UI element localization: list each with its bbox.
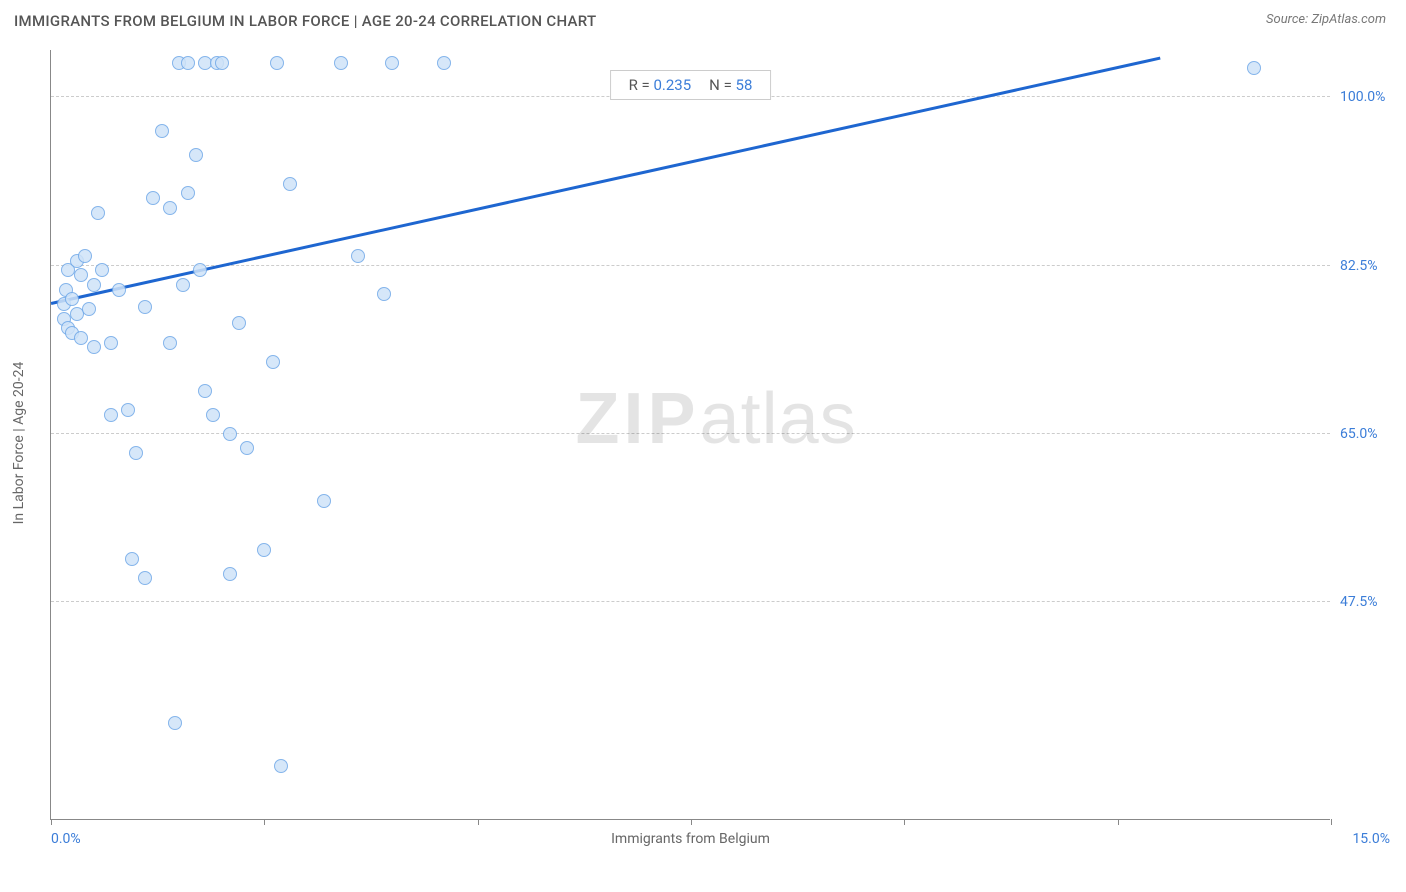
data-point (193, 263, 207, 277)
data-point (82, 302, 96, 316)
data-point (181, 56, 195, 70)
y-tick-label: 65.0% (1340, 426, 1400, 442)
data-point (125, 552, 139, 566)
x-tick (1118, 819, 1119, 825)
x-tick (1331, 819, 1332, 825)
gridline-horizontal (51, 433, 1330, 434)
data-point (385, 56, 399, 70)
data-point (223, 427, 237, 441)
watermark-bold: ZIP (576, 379, 700, 459)
data-point (334, 56, 348, 70)
data-point (240, 441, 254, 455)
data-point (274, 759, 288, 773)
data-point (181, 186, 195, 200)
data-point (206, 408, 220, 422)
data-point (65, 292, 79, 306)
data-point (1247, 61, 1261, 75)
n-label: N = (709, 76, 735, 94)
y-axis-label: In Labor Force | Age 20-24 (11, 361, 27, 524)
data-point (168, 716, 182, 730)
correlation-stats-box: R = 0.235 N = 58 (610, 70, 772, 100)
data-point (176, 278, 190, 292)
data-point (104, 408, 118, 422)
data-point (78, 249, 92, 263)
data-point (270, 56, 284, 70)
chart-header: IMMIGRANTS FROM BELGIUM IN LABOR FORCE |… (0, 0, 1406, 38)
watermark-rest: atlas (700, 379, 857, 459)
x-tick (264, 819, 265, 825)
data-point (257, 543, 271, 557)
data-point (138, 300, 152, 314)
data-point (377, 287, 391, 301)
data-point (437, 56, 451, 70)
trend-line (51, 56, 1161, 304)
data-point (146, 191, 160, 205)
data-point (104, 336, 118, 350)
data-point (163, 336, 177, 350)
data-point (74, 268, 88, 282)
y-tick-label: 47.5% (1340, 594, 1400, 610)
scatter-chart: ZIPatlas R = 0.235N = 58 In Labor Force … (50, 50, 1330, 820)
data-point (138, 571, 152, 585)
source-name: ZipAtlas.com (1311, 12, 1386, 27)
data-point (232, 316, 246, 330)
data-point (121, 403, 135, 417)
data-point (87, 278, 101, 292)
y-tick-label: 82.5% (1340, 258, 1400, 274)
data-point (155, 124, 169, 138)
watermark: ZIPatlas (576, 378, 857, 460)
data-point (163, 201, 177, 215)
data-point (95, 263, 109, 277)
x-tick (51, 819, 52, 825)
data-point (283, 177, 297, 191)
data-point (223, 567, 237, 581)
source-attribution: Source: ZipAtlas.com (1266, 12, 1386, 27)
n-value: 58 (736, 76, 753, 94)
data-point (317, 494, 331, 508)
data-point (266, 355, 280, 369)
x-max-label: 15.0% (1352, 831, 1390, 847)
data-point (215, 56, 229, 70)
x-min-label: 0.0% (51, 831, 81, 847)
x-tick (904, 819, 905, 825)
data-point (189, 148, 203, 162)
data-point (91, 206, 105, 220)
data-point (198, 384, 212, 398)
data-point (129, 446, 143, 460)
x-tick (691, 819, 692, 825)
r-value: 0.235 (653, 76, 691, 94)
data-point (74, 331, 88, 345)
gridline-horizontal (51, 265, 1330, 266)
data-point (112, 283, 126, 297)
y-tick-label: 100.0% (1340, 89, 1400, 105)
chart-title: IMMIGRANTS FROM BELGIUM IN LABOR FORCE |… (14, 12, 596, 30)
data-point (87, 340, 101, 354)
x-axis-label: Immigrants from Belgium (611, 831, 770, 847)
x-tick (478, 819, 479, 825)
source-prefix: Source: (1266, 12, 1311, 27)
r-label: R = (629, 76, 654, 94)
gridline-horizontal (51, 601, 1330, 602)
data-point (351, 249, 365, 263)
